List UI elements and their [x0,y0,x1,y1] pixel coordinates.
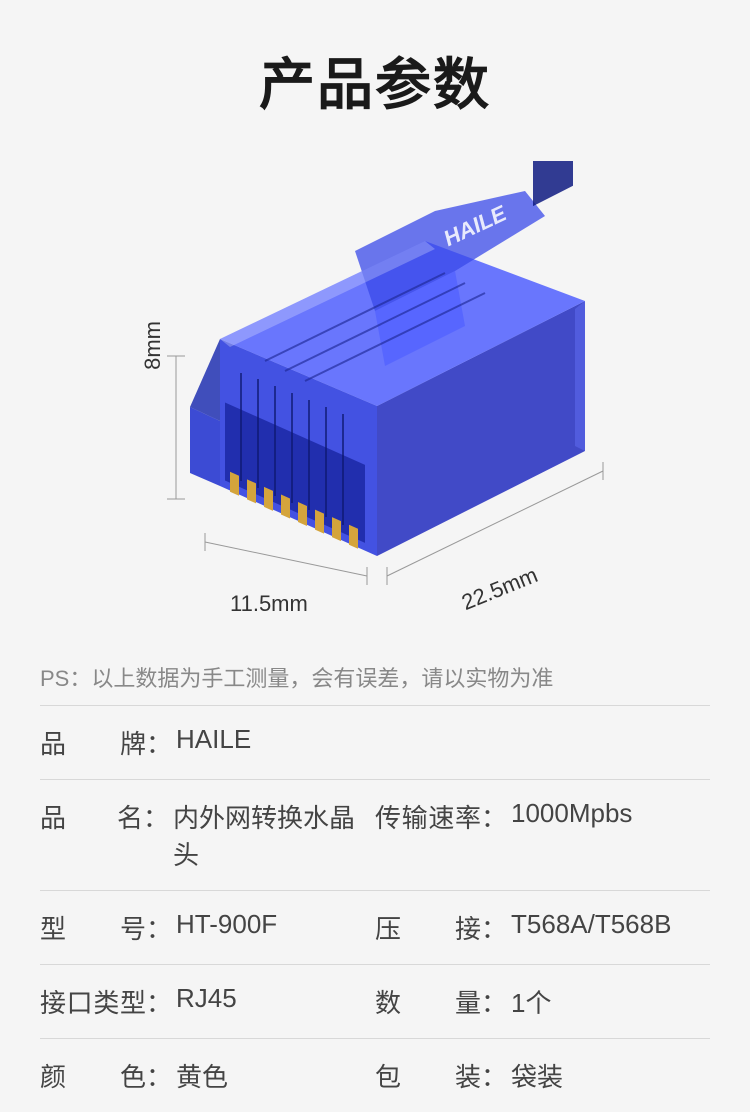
product-image-area: HAILE [0,121,750,641]
spec-value: 袋装 [511,1057,563,1094]
spec-cell: 型号：HT-900F [40,909,375,946]
spec-row: 品牌：HAILE [40,705,710,779]
spec-cell: 接口类型：RJ45 [40,983,375,1020]
spec-label: 品牌 [40,724,146,761]
spec-row: 颜色：黄色 包装：袋装 [40,1038,710,1112]
spec-cell: 传输速率：1000Mpbs [375,798,710,872]
spec-cell: 品名：内外网转换水晶头 [40,798,375,872]
spec-row: 型号：HT-900F 压接：T568A/T568B [40,890,710,964]
spec-value: HT-900F [176,909,277,946]
spec-value: 1个 [511,983,551,1020]
spec-cell: 品牌：HAILE [40,724,710,761]
spec-cell: 包装：袋装 [375,1057,710,1094]
spec-cell: 数量：1个 [375,983,710,1020]
spec-value: 内外网转换水晶头 [173,798,375,872]
spec-table: 品牌：HAILE 品名：内外网转换水晶头 传输速率：1000Mpbs 型号：HT… [0,705,750,1112]
spec-label: 品名 [40,798,143,872]
spec-label: 压接 [375,909,481,946]
dimension-width: 11.5mm [230,591,308,617]
spec-row: 接口类型：RJ45 数量：1个 [40,964,710,1038]
spec-label: 传输速率 [375,798,481,872]
rj45-connector-image: HAILE [125,161,625,601]
spec-label: 颜色 [40,1057,146,1094]
spec-cell: 压接：T568A/T568B [375,909,710,946]
page-container: 产品参数 [0,0,750,1072]
connector-body: HAILE [190,161,585,556]
page-title: 产品参数 [0,0,750,121]
spec-label: 型号 [40,909,146,946]
spec-label: 接口类型 [40,983,146,1020]
spec-value: T568A/T568B [511,909,671,946]
spec-value: HAILE [176,724,251,761]
spec-value: 1000Mpbs [511,798,632,872]
measurement-note: PS：以上数据为手工测量，会有误差，请以实物为准 [0,641,750,705]
spec-row: 品名：内外网转换水晶头 传输速率：1000Mpbs [40,779,710,890]
spec-value: 黄色 [176,1057,228,1094]
dimension-height: 8mm [140,321,166,370]
spec-label: 包装 [375,1057,481,1094]
spec-label: 数量 [375,983,481,1020]
spec-value: RJ45 [176,983,237,1020]
spec-cell: 颜色：黄色 [40,1057,375,1094]
